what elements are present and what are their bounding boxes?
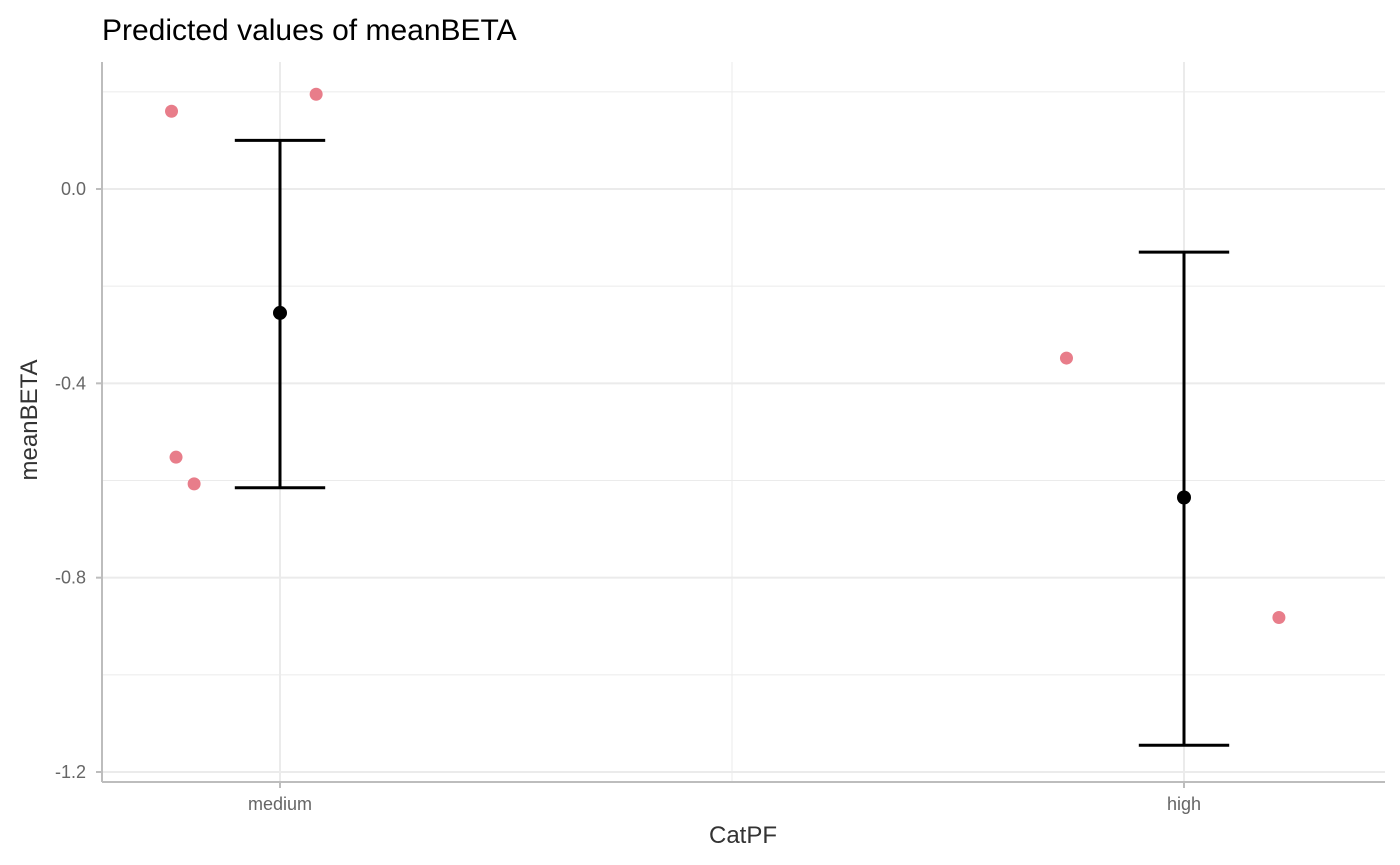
x-tick-label-medium: medium (248, 794, 312, 814)
raw-point-0 (165, 104, 179, 118)
predicted-points (273, 305, 1191, 505)
predicted-point-high (1177, 490, 1191, 505)
axes (96, 62, 1385, 788)
raw-point-2 (169, 450, 183, 464)
y-tick-labels: 0.0 -0.4 -0.8 -1.2 (55, 179, 86, 782)
y-tick-label-2: -0.8 (55, 568, 86, 588)
y-tick-label-0: 0.0 (61, 179, 86, 199)
raw-point-1 (309, 87, 323, 101)
raw-point-3 (187, 477, 201, 491)
x-tick-labels: medium high (248, 794, 1201, 814)
y-axis-title: meanBETA (16, 360, 43, 481)
y-tick-label-3: -1.2 (55, 762, 86, 782)
y-tick-label-1: -0.4 (55, 373, 86, 393)
raw-point-5 (1272, 611, 1286, 625)
x-tick-label-high: high (1167, 794, 1201, 814)
predicted-point-medium (273, 305, 287, 320)
grid (102, 62, 1385, 782)
raw-point-4 (1059, 351, 1073, 365)
x-axis-title: CatPF (709, 822, 777, 849)
chart-title: Predicted values of meanBETA (102, 14, 517, 47)
raw-points (165, 87, 1286, 625)
